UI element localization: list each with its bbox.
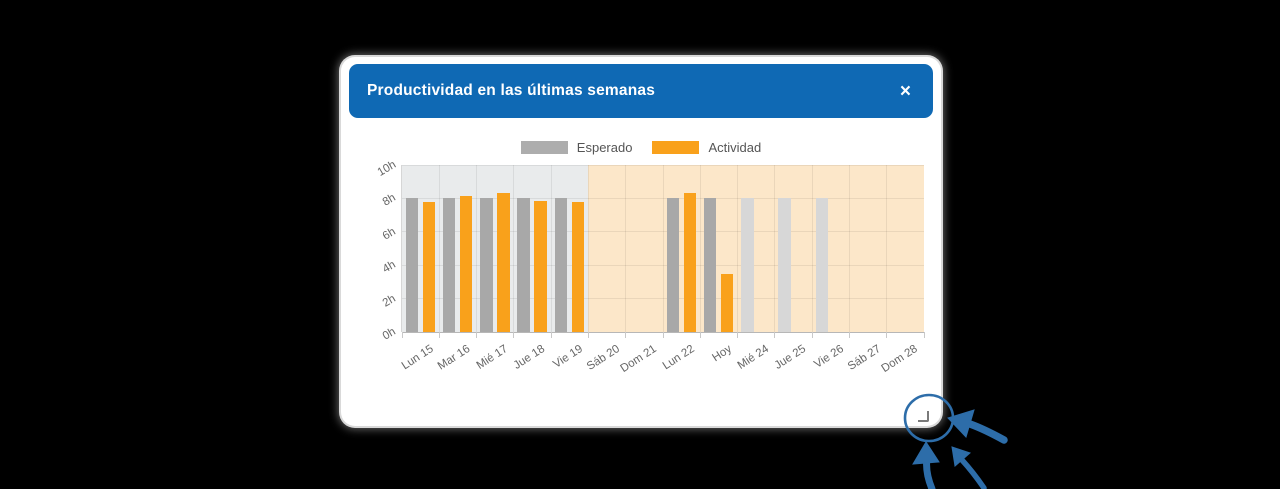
annotation-arrow-right xyxy=(947,409,1008,444)
bar-esperado-Vie 26 xyxy=(815,198,829,332)
legend-label-actividad: Actividad xyxy=(708,140,762,155)
bar-esperado-Mié 17 xyxy=(480,198,493,332)
x-axis-tick xyxy=(550,332,552,338)
legend-item-esperado: Esperado xyxy=(520,140,633,155)
gridline-v-2 xyxy=(476,165,478,332)
x-tick-label: Lun 22 xyxy=(660,343,697,373)
x-axis-tick xyxy=(662,332,664,338)
x-axis-tick xyxy=(886,332,888,338)
x-tick-label: Mié 17 xyxy=(474,343,510,372)
x-axis-tick xyxy=(438,332,440,338)
gridline-v-6 xyxy=(625,165,627,332)
x-axis-tick xyxy=(401,332,403,338)
gridline-h-6h xyxy=(402,231,924,233)
gridline-h-4h xyxy=(402,264,924,266)
gridline-v-7 xyxy=(662,165,664,332)
x-axis-tick xyxy=(848,332,850,338)
modal-title-bar[interactable]: Productividad en las últimas semanas × xyxy=(349,64,933,118)
x-tick-label: Lun 15 xyxy=(399,343,436,373)
gridline-v-10 xyxy=(774,165,776,332)
bar-chart-plot-area: 0h 2h 4h 6h 8h 10h Lun 15 Mar 16 Mié 17 Jue 18 Vie… xyxy=(375,159,925,375)
x-axis-tick xyxy=(625,332,627,338)
bar-esperado-Hoy xyxy=(703,198,717,332)
y-tick-label: 4h xyxy=(380,258,398,276)
y-tick-label: 2h xyxy=(380,292,398,310)
legend-swatch-actividad xyxy=(652,141,700,154)
x-axis-tick xyxy=(699,332,701,338)
x-tick-label: Jue 18 xyxy=(511,343,548,372)
productivity-modal: Productividad en las últimas semanas × E… xyxy=(341,57,941,426)
bar-actividad-Mar 16 xyxy=(459,195,473,332)
x-tick-label: Sáb 20 xyxy=(584,343,622,373)
x-tick-label: Mié 24 xyxy=(735,343,771,372)
annotation-arrow-diagonal xyxy=(951,446,987,489)
x-tick-label: Dom 28 xyxy=(879,343,921,376)
x-axis-tick xyxy=(811,332,813,338)
bar-esperado-Jue 18 xyxy=(517,198,530,332)
modal-title: Productividad en las últimas semanas xyxy=(367,82,656,99)
bar-actividad-Lun 15 xyxy=(422,201,435,332)
gridline-h-8h xyxy=(402,197,924,199)
gridline-v-9 xyxy=(737,165,739,332)
bar-esperado-Vie 19 xyxy=(554,198,568,332)
x-axis-tick xyxy=(923,332,925,338)
x-tick-label: Mar 16 xyxy=(436,343,473,373)
y-tick-label: 10h xyxy=(375,158,398,179)
legend-label-esperado: Esperado xyxy=(576,140,633,155)
bar-actividad-Lun 22 xyxy=(683,193,696,332)
resize-corner-handle[interactable] xyxy=(918,411,929,422)
legend-swatch-esperado xyxy=(520,141,568,154)
x-tick-label: Hoy xyxy=(709,343,734,365)
close-icon[interactable]: × xyxy=(899,80,911,102)
gridline-v-12 xyxy=(848,165,850,332)
x-axis-tick xyxy=(587,332,589,338)
gridline-h-10h xyxy=(402,164,924,166)
bar-esperado-Mié 24 xyxy=(741,198,754,332)
y-tick-label: 8h xyxy=(380,192,398,209)
x-tick-label: Jue 25 xyxy=(772,343,809,372)
bar-esperado-Jue 25 xyxy=(778,198,791,332)
x-axis-tick xyxy=(737,332,739,338)
gridline-h-2h xyxy=(402,298,924,300)
gridline-v-8 xyxy=(699,165,701,332)
gridline-v-11 xyxy=(811,165,813,332)
gridline-v-5 xyxy=(587,165,589,332)
gridline-v-4 xyxy=(550,165,552,332)
x-axis-tick xyxy=(513,332,515,338)
gridline-v-3 xyxy=(513,165,515,332)
y-tick-label: 6h xyxy=(380,225,398,243)
legend-item-actividad: Actividad xyxy=(652,140,761,155)
gridline-v-1 xyxy=(438,165,440,332)
x-tick-label: Dom 21 xyxy=(618,343,660,376)
plot-band-1 xyxy=(588,165,924,332)
annotation-arrow-up xyxy=(912,441,940,489)
bar-actividad-Mié 17 xyxy=(497,193,510,332)
bar-actividad-Jue 18 xyxy=(534,200,547,332)
x-axis-tick xyxy=(774,332,776,338)
x-tick-label: Sáb 27 xyxy=(845,343,883,373)
bar-actividad-Vie 19 xyxy=(571,201,585,332)
x-tick-label: Vie 19 xyxy=(550,343,585,371)
bar-esperado-Lun 15 xyxy=(405,198,418,332)
x-tick-label: Vie 26 xyxy=(811,343,846,371)
chart-legend: Esperado Actividad xyxy=(341,140,941,155)
gridline-v-13 xyxy=(886,165,888,332)
x-axis-tick xyxy=(476,332,478,338)
y-tick-label: 0h xyxy=(380,325,398,343)
bar-esperado-Lun 22 xyxy=(666,198,679,332)
bar-actividad-Hoy xyxy=(720,273,734,332)
bar-esperado-Mar 16 xyxy=(442,198,456,332)
y-axis-line xyxy=(401,165,402,332)
